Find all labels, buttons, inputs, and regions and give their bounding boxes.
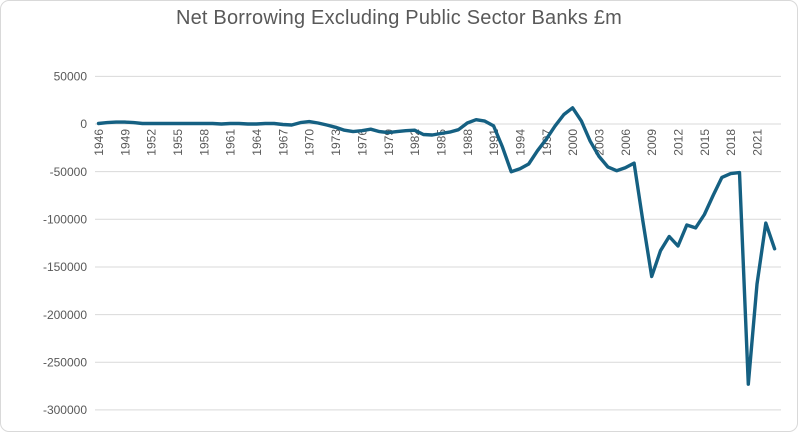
- y-axis-tick-label: -300000: [43, 403, 87, 417]
- x-axis-tick-label: 1952: [145, 129, 159, 156]
- x-axis-tick-label: 1946: [92, 129, 106, 156]
- x-axis-tick-label: 2000: [566, 129, 580, 156]
- x-axis-tick-label: 1973: [329, 129, 343, 156]
- y-axis-tick-label: 0: [80, 117, 87, 131]
- x-axis-tick-label: 2018: [724, 129, 738, 156]
- x-axis-tick-label: 2009: [645, 129, 659, 156]
- x-axis-tick-label: 1994: [513, 129, 527, 156]
- x-axis-tick-label: 1961: [224, 129, 238, 156]
- x-axis-tick-label: 2006: [619, 129, 633, 156]
- y-axis-tick-label: -100000: [43, 213, 87, 227]
- x-axis-tick-label: 1970: [303, 129, 317, 156]
- y-axis-tick-label: -150000: [43, 260, 87, 274]
- chart-title: Net Borrowing Excluding Public Sector Ba…: [175, 7, 623, 29]
- x-axis-tick-label: 1982: [408, 129, 422, 156]
- x-axis-tick-label: 1955: [171, 129, 185, 156]
- x-axis-tick-label: 1964: [250, 129, 264, 156]
- x-axis-tick-label: 1958: [197, 129, 211, 156]
- y-axis-tick-label: -50000: [50, 165, 88, 179]
- x-axis-labels: 1946 1949 1952 1955 1958 1961 1964 1967 1970 1973…: [92, 129, 765, 156]
- y-axis-tick-label: -250000: [43, 355, 87, 369]
- x-axis-tick-label: 2021: [751, 129, 765, 156]
- y-axis-tick-label: -200000: [43, 308, 87, 322]
- gridlines: [95, 75, 781, 411]
- x-axis-tick-label: 1979: [382, 129, 396, 156]
- y-axis-labels: 50000 0 -50000 -100000 -150000 -200000 -250000…: [43, 70, 87, 418]
- x-axis-tick-label: 2012: [672, 129, 686, 156]
- x-axis-tick-label: 1988: [461, 129, 475, 156]
- x-axis-tick-label: 2015: [698, 129, 712, 156]
- x-axis-tick-label: 1967: [276, 129, 290, 156]
- data-line-net-borrowing: [96, 106, 777, 386]
- x-axis-tick-label: 1949: [118, 129, 132, 156]
- y-axis-tick-label: 50000: [54, 70, 88, 84]
- x-axis-tick-label: 1976: [355, 129, 369, 156]
